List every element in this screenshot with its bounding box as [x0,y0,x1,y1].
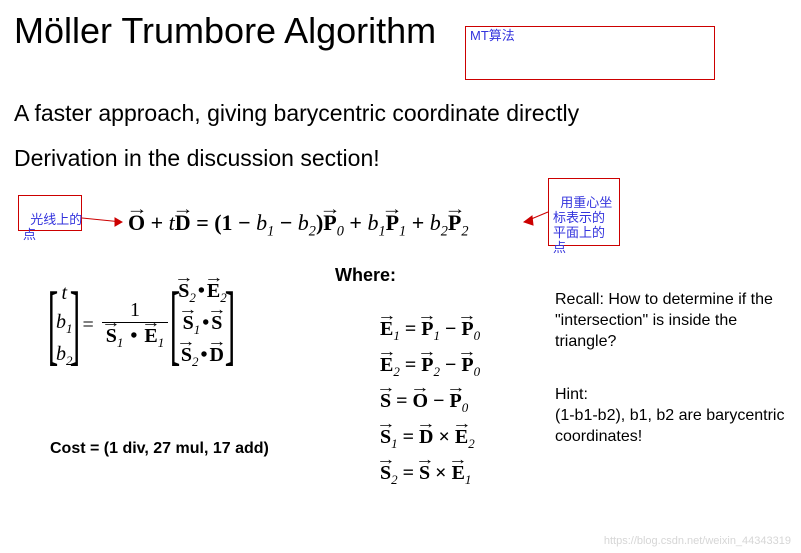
fraction: 1 S1 • E1 [102,299,168,351]
subtitle-2: Derivation in the discussion section! [14,145,380,172]
bracket-l1: [ [48,280,58,370]
var-b1b: b [367,210,378,235]
r1S2: S [178,280,189,303]
annotation-title-box: MT算法 [465,26,715,80]
vec-P1: P [386,210,399,236]
vec-O: O [128,210,145,236]
annotation-right-text: 用重心坐 标表示的 平面上的 点 [553,195,612,255]
r3S2: S [181,344,192,367]
matrix-equation: [ t b1 b2 ] = 1 S1 • E1 [ S2•E2 S1•S S2•… [50,280,233,370]
equals: = [82,314,93,337]
frac-den: S1 • E1 [102,322,168,351]
hint-block: Hint: (1-b1-b2), b1, b2 are barycentric … [555,385,785,447]
eq-S1: S1 = D × E2 [380,426,480,452]
sub-1b: 1 [378,223,385,239]
arrow-right [520,208,556,228]
arrow-left [82,210,132,230]
annotation-right-box: 用重心坐 标表示的 平面上的 点 [548,178,620,246]
sub-P1: 1 [399,223,406,239]
subtitle-1: A faster approach, giving barycentric co… [14,100,579,127]
watermark: https://blog.csdn.net/weixin_44343319 [604,535,791,547]
rhs-vector: S2•E2 S1•S S2•D [178,280,226,370]
annotation-left-box: 光线上的 点 [18,195,82,231]
var-b2: b [298,210,309,235]
eq-S: S = O − P0 [380,390,480,416]
r3D: D [210,344,224,367]
where-label: Where: [335,265,396,286]
sub-1: 1 [267,223,274,239]
r2S1: S [183,312,194,335]
sub-2: 2 [309,223,316,239]
hint-text: (1-b1-b2), b1, b2 are barycentric coordi… [555,407,784,445]
bracket-r1: ] [70,280,80,370]
where-equations: E1 = P1 − P0 E2 = P2 − P0 S = O − P0 S1 … [380,318,480,488]
recall-text: Recall: How to determine if the "interse… [555,290,785,352]
vec-P0: P [323,210,336,236]
r3S2s: 2 [192,354,199,369]
var-b1: b [256,210,267,235]
vec-P2: P [448,210,461,236]
den-S1s: 1 [117,335,124,350]
eq-E2: E2 = P2 − P0 [380,354,480,380]
hint-label: Hint: [555,386,588,403]
annotation-left-text: 光线上的 点 [23,212,82,242]
sub-P0: 0 [337,223,344,239]
vec-D: D [175,210,191,236]
r2S: S [211,312,222,335]
den-E1: E [144,325,157,348]
bracket-r2: ] [224,280,234,370]
eq-S2: S2 = S × E1 [380,462,480,488]
cost-text: Cost = (1 div, 27 mul, 17 add) [50,440,269,458]
den-E1s: 1 [158,335,165,350]
main-equation: O + tD = (1 − b1 − b2)P0 + b1P1 + b2P2 [128,210,469,240]
eq-E1: E1 = P1 − P0 [380,318,480,344]
r1E2: E [207,280,220,303]
page-title: Möller Trumbore Algorithm [14,10,436,52]
den-S1: S [106,325,117,348]
m-t: t [61,282,67,305]
sub-P2: 2 [461,223,468,239]
sub-2b: 2 [441,223,448,239]
annotation-title-text: MT算法 [470,28,515,43]
var-b2b: b [430,210,441,235]
